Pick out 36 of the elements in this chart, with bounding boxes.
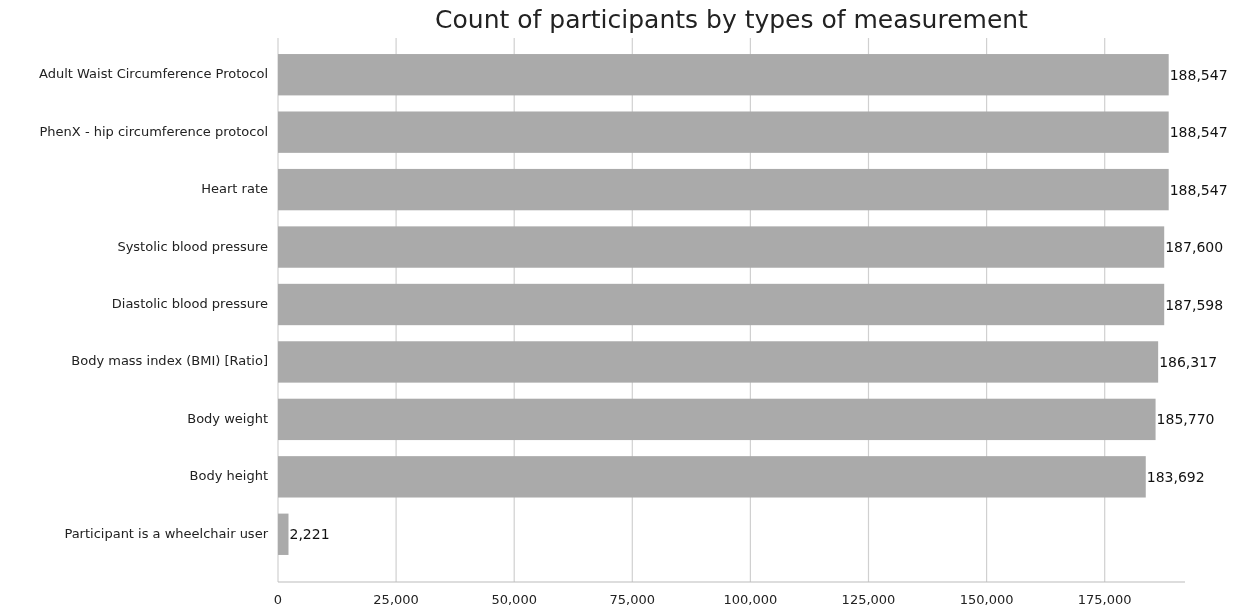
data-label: 187,600 (1165, 239, 1224, 256)
y-tick-label: Adult Waist Circumference Protocol (39, 66, 268, 82)
x-tick-label: 100,000 (723, 592, 778, 607)
bar (278, 513, 289, 555)
x-tick-label: 125,000 (841, 592, 896, 607)
bar (278, 54, 1169, 96)
data-label: 183,692 (1146, 468, 1205, 485)
x-tick-label: 50,000 (491, 592, 537, 607)
bar (278, 456, 1146, 498)
y-tick-label: Heart rate (201, 181, 268, 197)
data-label: 188,547 (1169, 181, 1228, 198)
bar (278, 226, 1165, 268)
data-label: 2,221 (289, 526, 330, 543)
bar (278, 111, 1169, 153)
y-tick-label: Diastolic blood pressure (111, 296, 268, 311)
bar (278, 283, 1165, 326)
chart-title: Count of participants by types of measurement (435, 5, 1029, 34)
y-tick-label: Body mass index (BMI) [Ratio] (71, 353, 268, 369)
x-tick-label: 150,000 (959, 592, 1014, 607)
x-tick-label: 25,000 (373, 592, 419, 607)
data-label: 185,770 (1156, 411, 1215, 428)
x-tick-label: 75,000 (609, 592, 656, 607)
x-tick-label: 175,000 (1077, 592, 1132, 607)
y-tick-label: Body height (189, 468, 268, 484)
x-tick-label: 0 (273, 592, 283, 607)
bar (278, 168, 1169, 211)
y-tick-label: Participant is a wheelchair user (64, 525, 269, 541)
data-label: 187,598 (1165, 296, 1224, 313)
y-tick-label: Body weight (187, 410, 268, 426)
data-label: 188,547 (1169, 66, 1228, 83)
y-tick-label: PhenX - hip circumference protocol (39, 123, 268, 139)
y-tick-label: Systolic blood pressure (117, 238, 268, 254)
bar (278, 341, 1159, 383)
bar (278, 398, 1156, 441)
data-label: 188,547 (1169, 124, 1228, 141)
data-label: 186,317 (1159, 353, 1218, 370)
